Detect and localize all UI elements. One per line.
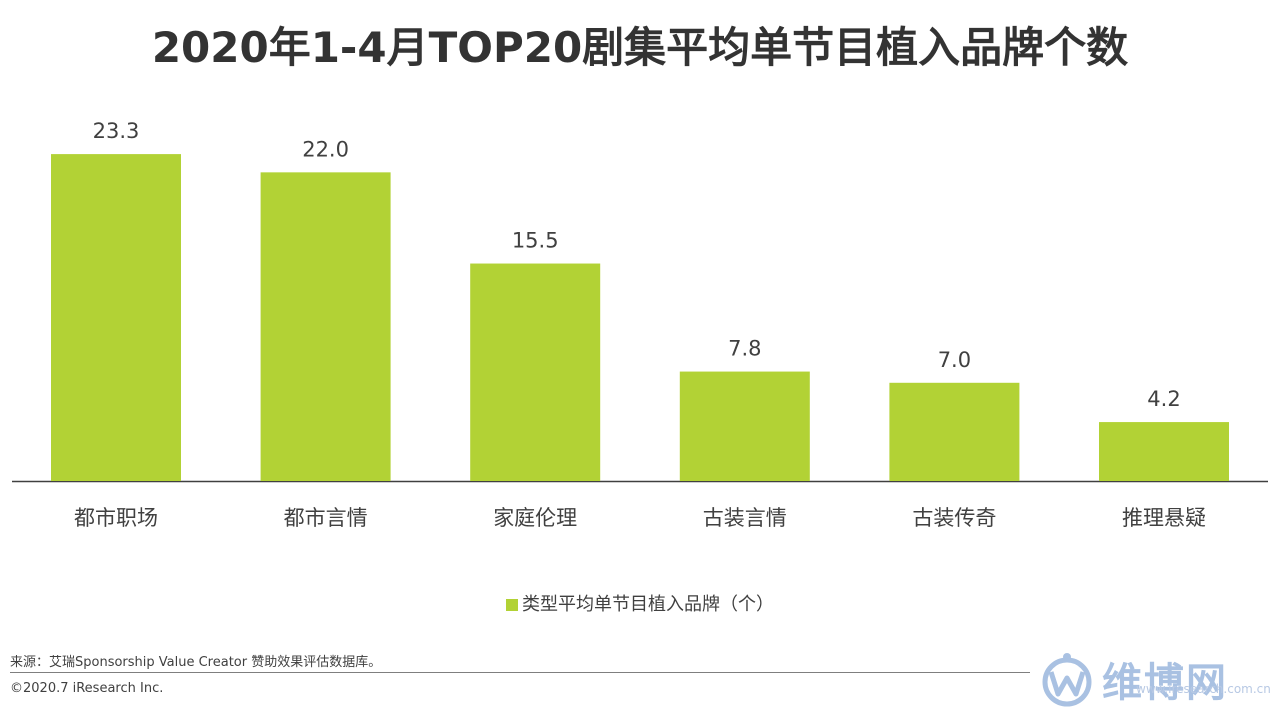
bar-4 — [889, 382, 1020, 481]
source-note: 来源：艾瑞Sponsorship Value Creator 赞助效果评估数据库… — [10, 655, 382, 670]
brand-logo: 维博网 www.iresearch.com.cn — [1036, 648, 1276, 710]
bar-5 — [1099, 422, 1229, 481]
x-tick-label-5: 推理悬疑 — [1122, 506, 1206, 530]
chart-legend: 类型平均单节目植入品牌（个） — [0, 590, 1280, 616]
bar-2 — [470, 263, 601, 481]
data-label-2: 15.5 — [512, 229, 559, 253]
x-tick-label-1: 都市言情 — [284, 506, 368, 530]
data-label-5: 4.2 — [1147, 387, 1180, 411]
footer-divider — [10, 672, 1030, 673]
logo-mark-icon — [1042, 653, 1092, 707]
legend-swatch — [506, 599, 518, 611]
legend-label: 类型平均单节目植入品牌（个） — [522, 594, 774, 615]
x-tick-label-0: 都市职场 — [74, 506, 158, 530]
chart-title: 2020年1-4月TOP20剧集平均单节目植入品牌个数 — [151, 23, 1129, 72]
bar-0 — [51, 154, 181, 481]
data-label-3: 7.8 — [728, 337, 761, 361]
x-tick-label-4: 古装传奇 — [912, 506, 996, 530]
x-tick-label-3: 古装言情 — [703, 506, 787, 530]
bar-1 — [260, 172, 391, 481]
data-label-4: 7.0 — [938, 348, 971, 372]
x-tick-label-2: 家庭伦理 — [493, 506, 577, 530]
copyright-text: ©2020.7 iResearch Inc. — [10, 681, 164, 696]
logo-url: www.iresearch.com.cn — [1136, 682, 1271, 696]
data-label-0: 23.3 — [93, 119, 140, 143]
bar-3 — [679, 371, 810, 481]
data-label-1: 22.0 — [302, 137, 349, 161]
logo-wordmark: 维博网 — [1102, 660, 1228, 706]
